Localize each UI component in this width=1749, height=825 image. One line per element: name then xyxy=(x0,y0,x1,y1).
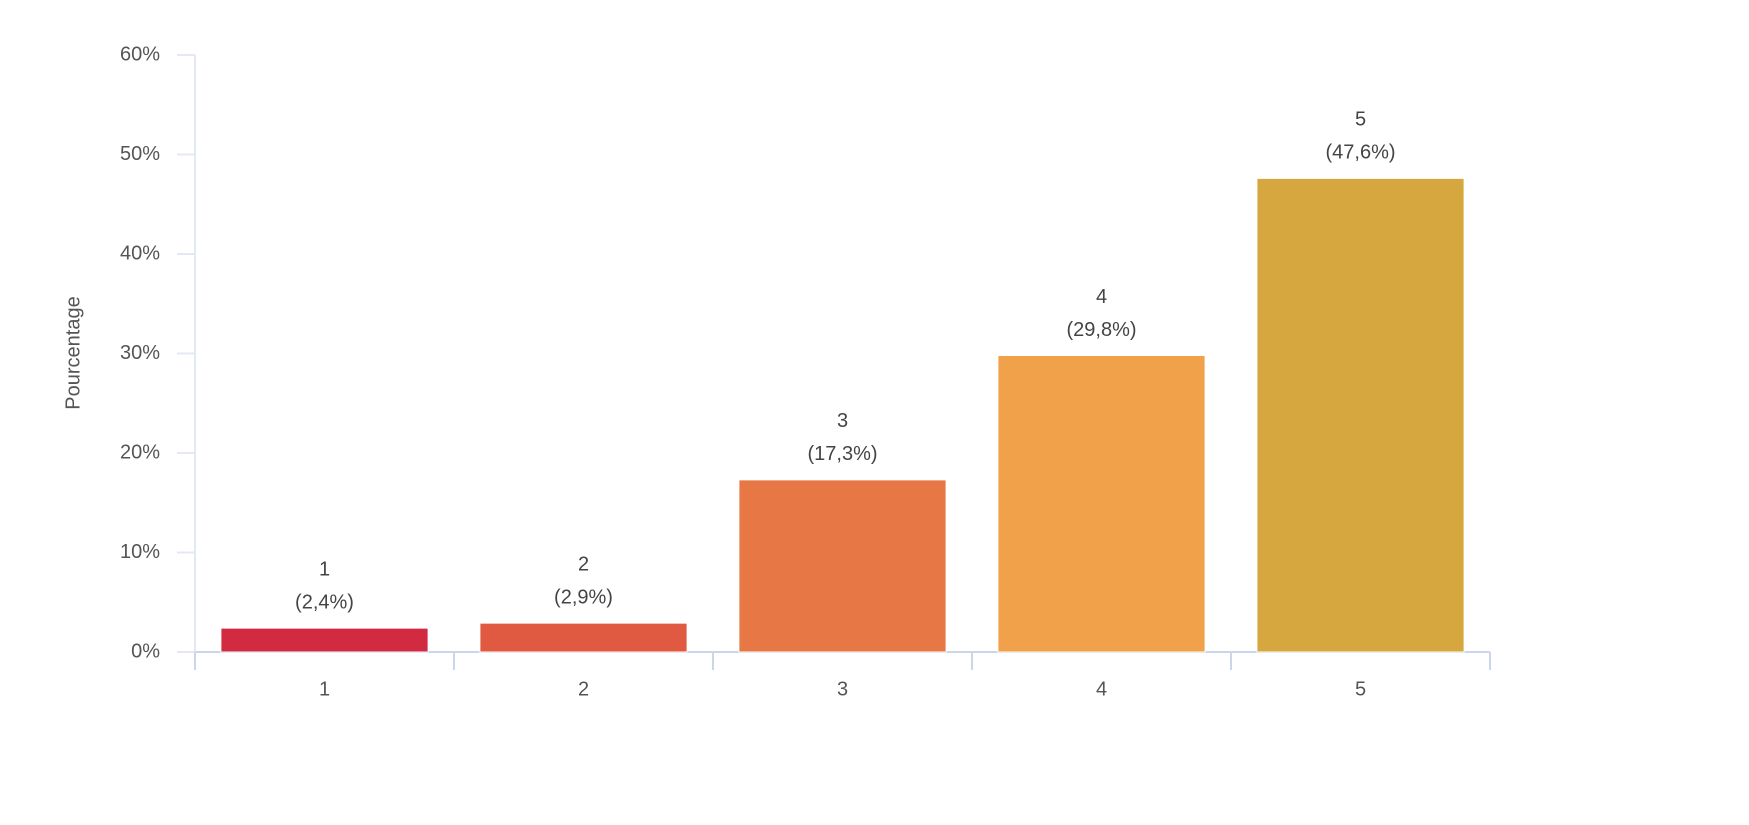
y-tick-label: 10% xyxy=(120,541,160,563)
data-label-category: 1 xyxy=(319,558,330,580)
data-label: (29,8%) xyxy=(1066,319,1136,341)
y-tick-label: 40% xyxy=(120,242,160,264)
data-label-category: 4 xyxy=(1096,286,1107,308)
data-label-category: 5 xyxy=(1355,109,1366,131)
bar xyxy=(997,354,1206,653)
x-tick-label: 5 xyxy=(1355,678,1366,700)
x-tick-label: 4 xyxy=(1096,678,1107,700)
bar xyxy=(1256,177,1465,653)
y-tick-label: 20% xyxy=(120,441,160,463)
y-tick-label: 0% xyxy=(131,640,160,662)
x-tick-label: 1 xyxy=(319,678,330,700)
x-tick-label: 2 xyxy=(578,678,589,700)
bar xyxy=(738,479,947,653)
data-label: (47,6%) xyxy=(1325,142,1395,164)
data-label: (2,4%) xyxy=(295,591,354,613)
bar xyxy=(220,627,429,653)
data-label: (17,3%) xyxy=(807,443,877,465)
y-tick-label: 30% xyxy=(120,342,160,364)
data-label: (2,9%) xyxy=(554,586,613,608)
data-label-category: 2 xyxy=(578,553,589,575)
data-label-category: 3 xyxy=(837,410,848,432)
y-axis-label: Pourcentage xyxy=(62,296,84,409)
x-tick-label: 3 xyxy=(837,678,848,700)
y-tick-label: 60% xyxy=(120,43,160,65)
y-tick-label: 50% xyxy=(120,143,160,165)
bar xyxy=(479,622,688,653)
